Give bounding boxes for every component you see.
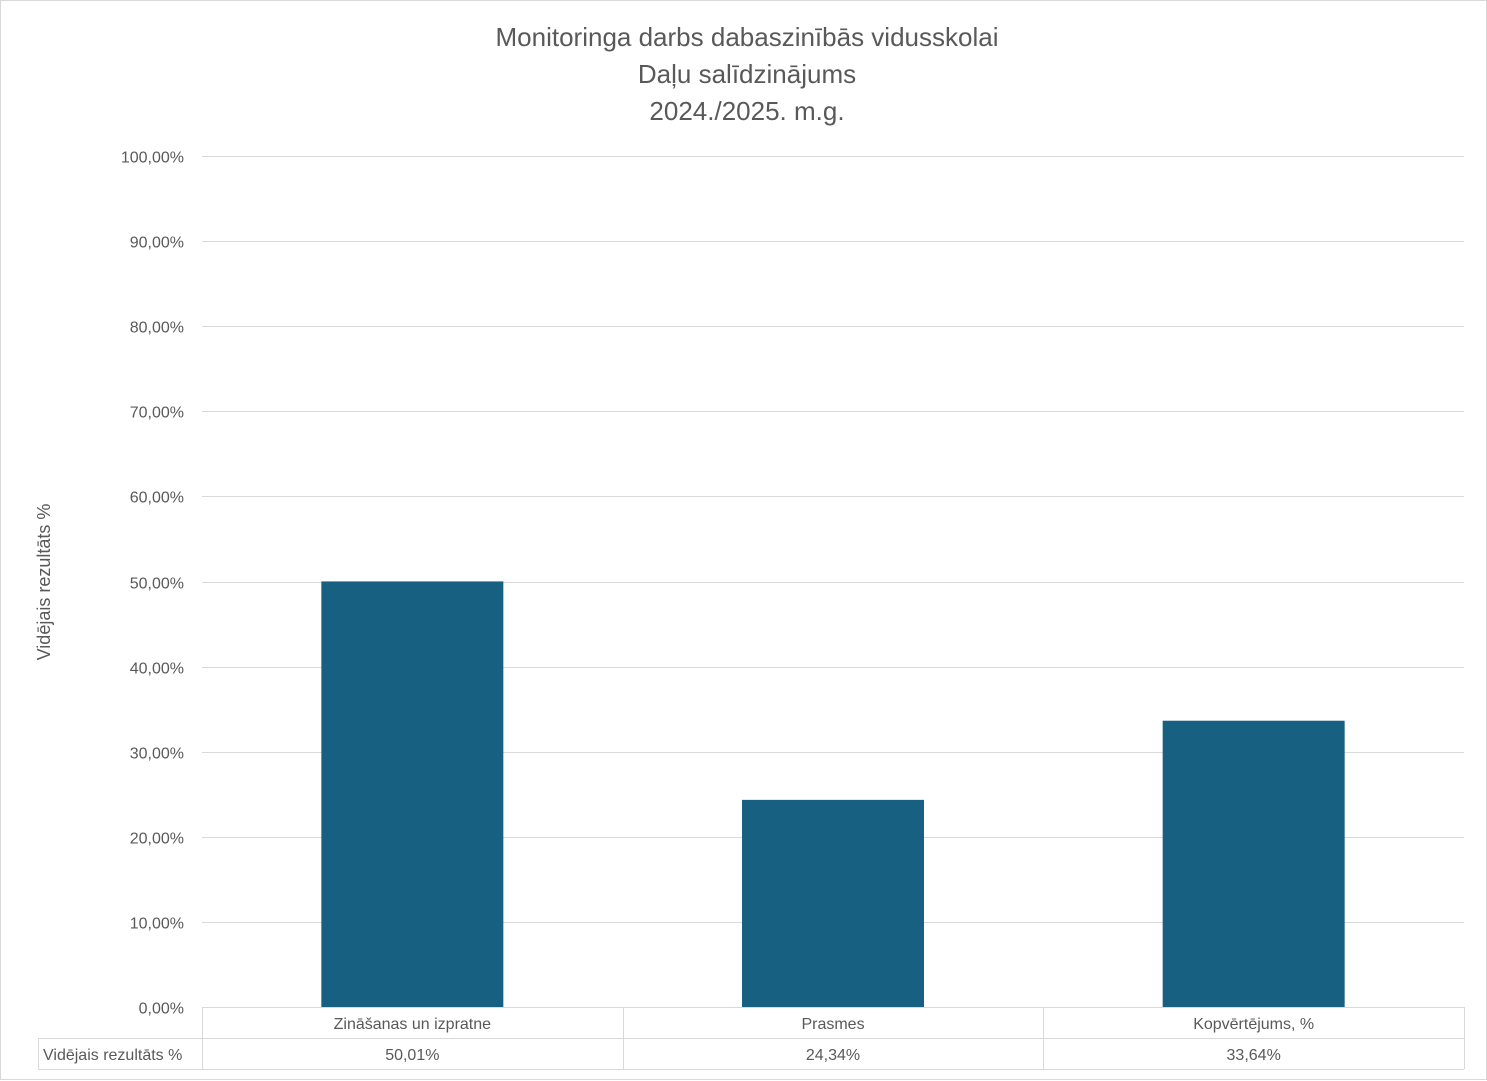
bar [742, 799, 924, 1007]
chart-title-line-3: 2024./2025. m.g. [649, 96, 844, 126]
x-category-label: Prasmes [801, 1016, 864, 1033]
y-axis-ticks: 0,00% 10,00% 20,00% 30,00% 40,00% 50,00% 60,00… [121, 150, 184, 1018]
y-tick-label: 60,00% [130, 490, 184, 507]
data-value-label: 50,01% [385, 1047, 439, 1064]
bars [321, 581, 1345, 1007]
y-tick-label: 30,00% [130, 746, 184, 763]
x-category-label: Kopvērtējums, % [1193, 1016, 1314, 1033]
y-tick-label: 20,00% [130, 831, 184, 848]
data-table: Zināšanas un izpratne 50,01% Prasmes 24,34%… [38, 1007, 1465, 1070]
y-tick-label: 100,00% [121, 150, 184, 167]
y-axis-title: Vidējais rezultāts % [34, 504, 54, 661]
bar [1162, 720, 1345, 1007]
chart-title-line-2: Daļu salīdzinājums [638, 59, 856, 89]
chart-title-line-1: Monitoringa darbs dabaszinībās vidusskol… [496, 22, 999, 52]
y-tick-label: 70,00% [130, 405, 184, 422]
y-tick-label: 50,00% [130, 576, 184, 593]
chart-title: Monitoringa darbs dabaszinībās vidusskol… [496, 22, 999, 126]
bar [321, 581, 504, 1007]
data-value-label: 33,64% [1227, 1047, 1281, 1064]
y-tick-label: 40,00% [130, 661, 184, 678]
y-tick-label: 90,00% [130, 235, 184, 252]
x-category-label: Zināšanas un izpratne [334, 1016, 492, 1033]
y-tick-label: 0,00% [139, 1001, 184, 1018]
y-tick-label: 80,00% [130, 320, 184, 337]
table-series-name: Vidējais rezultāts % [43, 1047, 182, 1064]
data-value-label: 24,34% [806, 1047, 860, 1064]
y-tick-label: 10,00% [130, 916, 184, 933]
